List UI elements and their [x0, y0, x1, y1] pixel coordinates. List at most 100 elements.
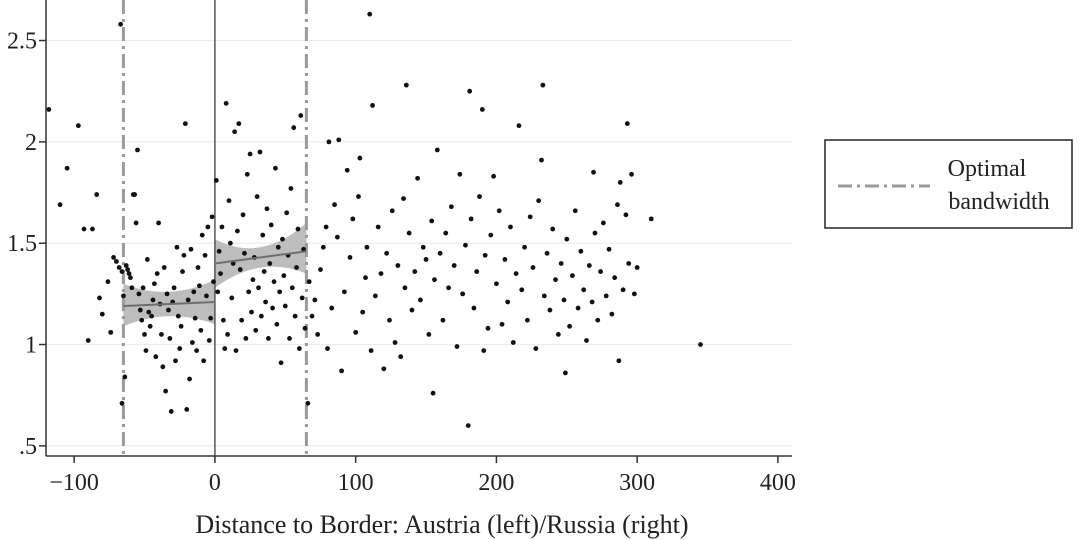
legend-label-line2: bandwidth: [948, 189, 1049, 215]
data-point: [360, 309, 366, 315]
data-point: [567, 323, 573, 329]
data-point: [278, 360, 284, 366]
x-tick-label: 100: [338, 470, 374, 496]
data-point: [135, 147, 140, 153]
data-point: [271, 279, 277, 285]
data-point: [125, 267, 131, 272]
data-point: [524, 317, 530, 323]
x-tick-label: 300: [619, 470, 655, 496]
data-point: [389, 208, 395, 214]
data-point: [222, 346, 228, 351]
data-point: [485, 325, 491, 331]
data-point: [167, 336, 173, 341]
data-point: [387, 317, 392, 323]
data-point: [263, 299, 268, 305]
data-point: [220, 317, 226, 323]
data-point: [192, 315, 198, 321]
data-point: [339, 368, 344, 374]
data-point: [242, 250, 247, 256]
data-point: [429, 218, 435, 224]
data-point: [46, 107, 52, 112]
data-point: [631, 291, 637, 297]
data-point: [626, 261, 632, 266]
data-point: [198, 327, 204, 333]
data-point: [133, 220, 139, 226]
data-point: [430, 390, 436, 396]
data-point: [211, 279, 216, 285]
data-point: [595, 317, 601, 323]
data-point: [237, 267, 243, 272]
data-point: [185, 297, 191, 303]
x-tick-label: 0: [209, 470, 221, 496]
data-point: [540, 82, 546, 88]
data-point: [536, 198, 542, 204]
data-point: [232, 129, 238, 135]
data-point: [332, 202, 337, 208]
data-point: [558, 261, 564, 266]
data-point: [108, 329, 114, 335]
data-point: [426, 332, 432, 337]
data-point: [318, 267, 323, 272]
data-point: [481, 348, 487, 354]
data-point: [298, 113, 304, 118]
data-point: [591, 169, 596, 175]
data-point: [496, 208, 502, 214]
data-point: [403, 82, 409, 88]
data-point: [544, 250, 550, 256]
y-tick-label: .5: [19, 434, 37, 460]
data-point: [412, 269, 418, 274]
data-point: [606, 246, 612, 252]
y-tick-label: 2: [25, 130, 37, 156]
data-point: [488, 232, 494, 238]
data-point: [129, 285, 135, 291]
data-point: [491, 173, 496, 179]
data-point: [502, 257, 508, 262]
data-point: [474, 269, 480, 274]
data-point: [128, 275, 133, 281]
data-point: [368, 348, 374, 354]
data-point: [268, 222, 274, 228]
axes: [45, 0, 792, 457]
data-point: [561, 297, 567, 303]
data-point: [575, 305, 581, 311]
data-point: [201, 358, 207, 364]
data-point: [113, 259, 119, 264]
data-point: [85, 338, 91, 343]
y-tick-label: 2.5: [7, 29, 37, 55]
data-point: [188, 246, 194, 252]
data-point: [522, 244, 527, 250]
data-point: [516, 123, 522, 129]
data-point: [270, 305, 276, 311]
data-point: [277, 289, 283, 295]
data-point: [402, 285, 408, 291]
data-point: [603, 293, 609, 299]
data-point: [698, 342, 703, 347]
data-point: [136, 291, 142, 297]
fit-line: [214, 250, 307, 265]
data-point: [206, 338, 212, 343]
data-point: [223, 100, 229, 106]
data-point: [194, 348, 200, 354]
data-point: [320, 244, 326, 250]
data-point: [213, 177, 219, 183]
data-point: [356, 194, 361, 199]
data-point: [253, 327, 259, 333]
data-point: [247, 151, 253, 157]
data-point: [612, 275, 618, 281]
reference-lines: [121, 0, 308, 456]
data-point: [479, 107, 485, 112]
data-point: [142, 332, 147, 337]
data-point: [586, 263, 592, 268]
data-point: [336, 137, 342, 143]
data-point: [440, 317, 446, 323]
data-point: [623, 212, 629, 218]
data-point: [468, 216, 474, 222]
data-point: [274, 321, 280, 327]
data-point: [139, 317, 145, 323]
data-point: [254, 194, 260, 199]
data-point: [119, 400, 125, 406]
data-point: [589, 299, 595, 305]
data-point: [291, 125, 297, 131]
data-point: [541, 293, 547, 299]
